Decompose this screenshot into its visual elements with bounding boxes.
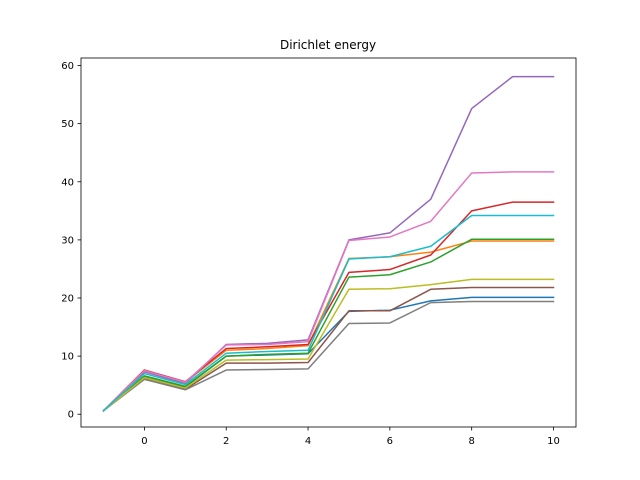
y-tick-label: 20 bbox=[61, 293, 74, 304]
y-tick-label: 40 bbox=[61, 177, 74, 188]
series-line-10 bbox=[102, 214, 555, 412]
chart-title: Dirichlet energy bbox=[280, 38, 376, 52]
series-line-8 bbox=[102, 300, 555, 412]
x-tick-label: 4 bbox=[305, 436, 311, 447]
y-tick-label: 30 bbox=[61, 235, 74, 246]
series-line-3 bbox=[102, 238, 555, 412]
y-tick-label: 50 bbox=[61, 119, 74, 130]
series-line-9 bbox=[102, 278, 555, 412]
y-tick-label: 60 bbox=[61, 61, 74, 72]
x-tick-label: 0 bbox=[141, 436, 147, 447]
x-tick-label: 2 bbox=[223, 436, 229, 447]
x-tick-label: 10 bbox=[547, 436, 560, 447]
plot-frame bbox=[80, 57, 577, 428]
series-layer bbox=[102, 75, 555, 412]
series-line-7 bbox=[102, 171, 555, 412]
axes-layer: 0 2 4 6 8 10 0 10 20 30 40 50 60 bbox=[61, 57, 577, 447]
y-tick-label: 0 bbox=[68, 410, 74, 421]
x-tick-label: 8 bbox=[468, 436, 474, 447]
x-tick-label: 6 bbox=[387, 436, 393, 447]
y-tick-label: 10 bbox=[61, 352, 74, 363]
